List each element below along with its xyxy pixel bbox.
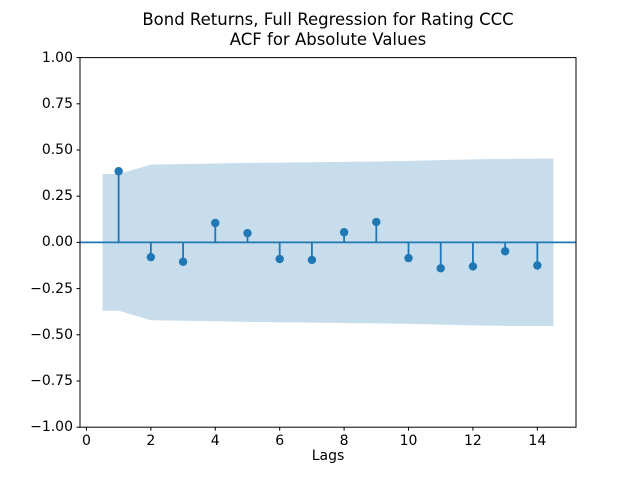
y-tick-label: −0.25 bbox=[30, 280, 73, 297]
chart-title-line-1: Bond Returns, Full Regression for Rating… bbox=[142, 10, 514, 29]
x-tick-label: 8 bbox=[339, 433, 349, 450]
x-tick-label: 6 bbox=[275, 433, 285, 450]
chart-title: Bond Returns, Full Regression for Rating… bbox=[80, 10, 576, 50]
data-point-lag-1 bbox=[114, 167, 123, 176]
data-point-lag-4 bbox=[211, 218, 220, 228]
data-point-lag-2 bbox=[146, 252, 156, 262]
x-tick-label: 4 bbox=[210, 433, 220, 450]
y-tick-label: −0.75 bbox=[30, 373, 73, 389]
data-point-lag-3 bbox=[178, 257, 188, 267]
data-point-lag-6 bbox=[275, 254, 284, 264]
y-tick-label: 0.50 bbox=[41, 142, 73, 158]
data-point-lag-11 bbox=[436, 264, 445, 273]
data-point-lag-14 bbox=[533, 261, 542, 270]
data-point-lag-5 bbox=[243, 228, 252, 238]
data-point-lag-12 bbox=[468, 262, 478, 271]
chart-title-line-2: ACF for Absolute Values bbox=[229, 30, 427, 49]
x-tick-label: 14 bbox=[528, 433, 547, 450]
x-tick-label: 12 bbox=[464, 433, 482, 450]
x-tick-label: 0 bbox=[81, 433, 91, 450]
x-axis-label: Lags bbox=[311, 448, 345, 464]
y-tick-label: 0.00 bbox=[41, 234, 73, 251]
y-tick-label: 0.75 bbox=[41, 95, 73, 112]
y-tick-label: 0.25 bbox=[41, 188, 73, 205]
x-tick-label: 10 bbox=[399, 433, 418, 450]
data-point-lag-8 bbox=[339, 228, 349, 237]
y-tick-label: −0.50 bbox=[30, 326, 73, 343]
data-point-lag-9 bbox=[372, 217, 381, 227]
y-tick-label: −1.00 bbox=[30, 419, 73, 436]
data-point-lag-10 bbox=[404, 253, 413, 263]
y-tick-label: 1.00 bbox=[41, 49, 73, 66]
data-point-lag-7 bbox=[307, 255, 317, 265]
x-tick-label: 2 bbox=[146, 433, 156, 450]
data-point-lag-13 bbox=[500, 247, 510, 256]
